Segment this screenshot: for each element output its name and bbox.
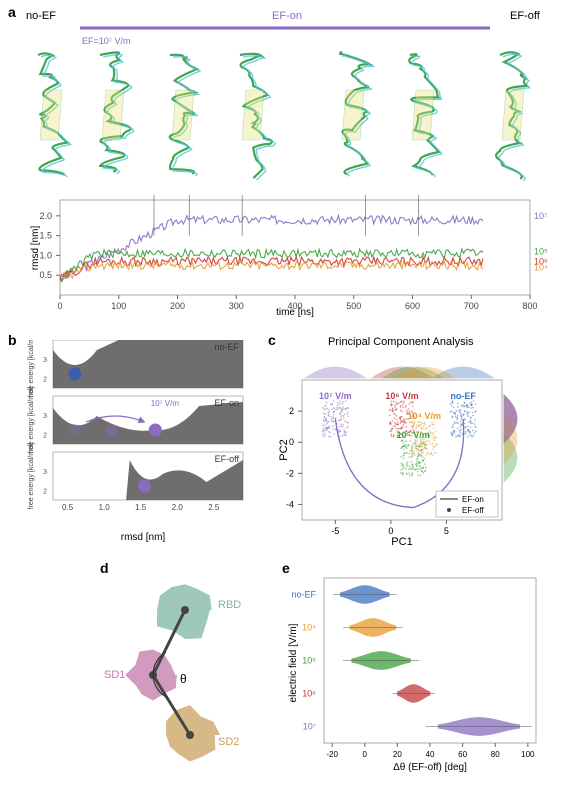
svg-text:EF-on: EF-on xyxy=(214,398,239,408)
svg-text:3: 3 xyxy=(43,413,47,420)
svg-text:no-EF: no-EF xyxy=(450,391,476,401)
svg-text:2.0: 2.0 xyxy=(172,503,184,512)
svg-text:100: 100 xyxy=(521,750,535,759)
svg-text:2: 2 xyxy=(43,376,47,383)
svg-text:600: 600 xyxy=(405,301,420,311)
svg-text:free energy [kcal/mol]: free energy [kcal/mol] xyxy=(28,442,35,509)
svg-text:700: 700 xyxy=(464,301,479,311)
svg-text:10⁶ V/m: 10⁶ V/m xyxy=(385,391,418,401)
svg-text:no-EF: no-EF xyxy=(291,590,316,600)
rmsd-chart: 0100200300400500600700800 0.51.01.52.0 t… xyxy=(20,195,550,320)
pc-xlabel: PC1 xyxy=(391,536,412,548)
svg-text:40: 40 xyxy=(426,750,435,759)
svg-text:10⁵: 10⁵ xyxy=(302,656,316,666)
svg-text:-4: -4 xyxy=(286,499,294,509)
svg-text:10⁷: 10⁷ xyxy=(303,722,316,732)
svg-text:2: 2 xyxy=(43,488,47,495)
svg-text:SD1: SD1 xyxy=(104,669,125,681)
ef-bar-label: EF=10⁷ V/m xyxy=(82,36,131,46)
pe-ylabel: electric field [V/m] xyxy=(288,623,299,702)
svg-text:2: 2 xyxy=(289,406,294,416)
svg-text:0: 0 xyxy=(363,750,368,759)
panel-d-diagram: θ RBD SD1 SD2 xyxy=(100,570,260,775)
legend-efon: EF-on xyxy=(462,495,484,504)
panel-c-title: Principal Component Analysis xyxy=(328,336,474,348)
svg-text:0: 0 xyxy=(57,301,62,311)
svg-text:no-EF: no-EF xyxy=(214,342,239,352)
svg-text:10⁷ V/m: 10⁷ V/m xyxy=(319,391,352,401)
svg-text:SD2: SD2 xyxy=(218,736,239,748)
panel-e-chart: -20 0 20 40 60 80 100 no-EF 10⁴ 10⁵ 10⁶ 10⁷ Δθ (EF… xyxy=(282,570,552,775)
svg-text:10⁵ V/m: 10⁵ V/m xyxy=(396,430,429,440)
svg-text:1.5: 1.5 xyxy=(135,503,147,512)
panel-b-xlabel: rmsd [nm] xyxy=(121,532,166,543)
svg-text:10⁵ V/m: 10⁵ V/m xyxy=(534,246,550,256)
svg-text:0.5: 0.5 xyxy=(62,503,74,512)
svg-text:10⁷ V/m: 10⁷ V/m xyxy=(151,399,180,408)
svg-text:RBD: RBD xyxy=(218,599,241,611)
svg-text:60: 60 xyxy=(458,750,467,759)
svg-text:800: 800 xyxy=(522,301,537,311)
panel-c-chart: -505 -4-202 no-EF10⁶ V/m10⁵ V/m10⁴ V/m10… xyxy=(272,350,554,550)
panel-b-chart: 2 3 no-EF free energy [kcal/mol] 2 3 EF-on 10⁷ … xyxy=(18,340,248,545)
svg-text:10⁴ V/m: 10⁴ V/m xyxy=(534,262,550,272)
svg-text:200: 200 xyxy=(170,301,185,311)
rmsd-xlabel: time [ns] xyxy=(276,307,314,318)
panel-a-proteins: EF=10⁷ V/m xyxy=(20,20,550,200)
rmsd-ylabel: rmsd [nm] xyxy=(30,226,41,271)
svg-text:0: 0 xyxy=(388,526,393,536)
svg-text:10⁶: 10⁶ xyxy=(302,689,316,699)
svg-text:1.0: 1.0 xyxy=(39,250,52,260)
svg-text:0.5: 0.5 xyxy=(39,270,52,280)
svg-text:-2: -2 xyxy=(286,468,294,478)
svg-text:2.0: 2.0 xyxy=(39,211,52,221)
svg-text:80: 80 xyxy=(491,750,500,759)
pc-ylabel: PC2 xyxy=(278,439,290,460)
svg-text:10⁴: 10⁴ xyxy=(302,623,316,633)
svg-text:3: 3 xyxy=(43,357,47,364)
pe-xlabel: Δθ (EF-off) [deg] xyxy=(393,762,467,773)
legend-efoff: EF-off xyxy=(462,506,484,515)
panel-c-label: c xyxy=(268,332,276,348)
svg-text:5: 5 xyxy=(444,526,449,536)
svg-text:10⁴ V/m: 10⁴ V/m xyxy=(407,411,440,421)
svg-text:500: 500 xyxy=(346,301,361,311)
svg-text:1.0: 1.0 xyxy=(99,503,111,512)
svg-text:-20: -20 xyxy=(326,750,338,759)
svg-text:1.5: 1.5 xyxy=(39,231,52,241)
svg-text:-5: -5 xyxy=(331,526,339,536)
svg-text:20: 20 xyxy=(393,750,402,759)
svg-text:100: 100 xyxy=(111,301,126,311)
svg-text:3: 3 xyxy=(43,469,47,476)
panel-a-label: a xyxy=(8,4,16,20)
svg-text:θ: θ xyxy=(180,672,187,686)
svg-text:2.5: 2.5 xyxy=(208,503,220,512)
svg-text:EF-off: EF-off xyxy=(215,454,240,464)
svg-text:2: 2 xyxy=(43,432,47,439)
panel-b-label: b xyxy=(8,332,17,348)
svg-text:300: 300 xyxy=(229,301,244,311)
svg-text:10⁷ V/m: 10⁷ V/m xyxy=(534,211,550,221)
